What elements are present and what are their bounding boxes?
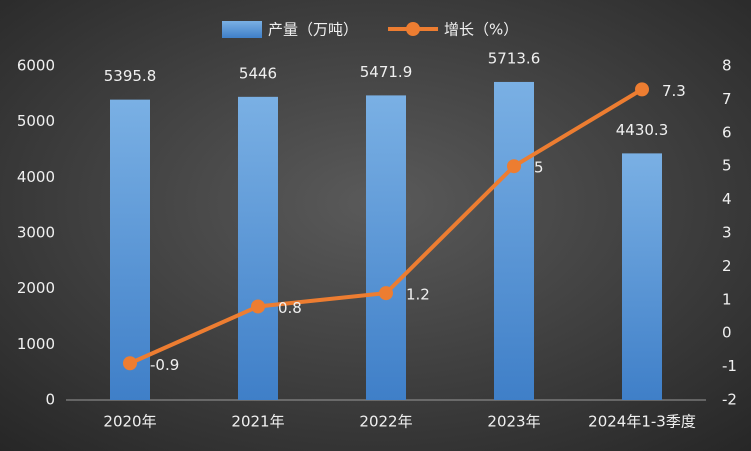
data-label: 4430.3 (616, 121, 669, 139)
y-tick-label: 5000 (17, 112, 55, 130)
line-point (123, 356, 137, 371)
legend-swatch (222, 21, 262, 38)
bar (110, 99, 150, 401)
y2-tick-label: -1 (722, 357, 737, 375)
y-tick-label: 2000 (17, 279, 55, 297)
y2-tick-label: -2 (722, 391, 737, 409)
bar (238, 96, 278, 401)
line-point (251, 299, 265, 314)
y-tick-label: 1000 (17, 335, 55, 353)
x-tick-label: 2022年 (359, 413, 412, 431)
line-point (507, 159, 521, 174)
y2-tick-label: 6 (722, 123, 732, 141)
data-label: -0.9 (150, 356, 179, 374)
y2-tick-label: 3 (722, 224, 732, 242)
bar (494, 81, 534, 400)
data-label: 5 (534, 159, 544, 177)
bar (366, 95, 406, 400)
y2-tick-label: 1 (722, 290, 732, 308)
y-tick-label: 6000 (17, 57, 55, 75)
bar (622, 153, 662, 400)
y2-tick-label: 0 (722, 324, 732, 342)
data-label: 5395.8 (104, 67, 157, 85)
x-tick-label: 2024年1-3季度 (588, 413, 696, 431)
data-label: 5713.6 (488, 49, 541, 67)
x-tick-label: 2020年 (103, 413, 156, 431)
legend-swatch (406, 22, 421, 36)
y-tick-label: 3000 (17, 224, 55, 242)
y-tick-label: 0 (45, 391, 55, 409)
x-tick-label: 2023年 (487, 413, 540, 431)
data-label: 0.8 (278, 299, 302, 317)
data-label: 5446 (239, 64, 277, 82)
data-label: 7.3 (662, 82, 686, 100)
data-label: 1.2 (406, 286, 430, 304)
line-point (635, 82, 649, 97)
y2-tick-label: 8 (722, 57, 732, 75)
y-tick-label: 4000 (17, 168, 55, 186)
y2-tick-label: 5 (722, 157, 732, 175)
data-label: 5471.9 (360, 63, 413, 81)
legend-label: 增长（%） (444, 21, 518, 39)
y2-tick-label: 4 (722, 190, 732, 208)
line-point (379, 286, 393, 301)
x-tick-label: 2021年 (231, 413, 284, 431)
y2-tick-label: 7 (722, 90, 732, 108)
y2-tick-label: 2 (722, 257, 732, 275)
legend-label: 产量（万吨） (268, 21, 358, 39)
